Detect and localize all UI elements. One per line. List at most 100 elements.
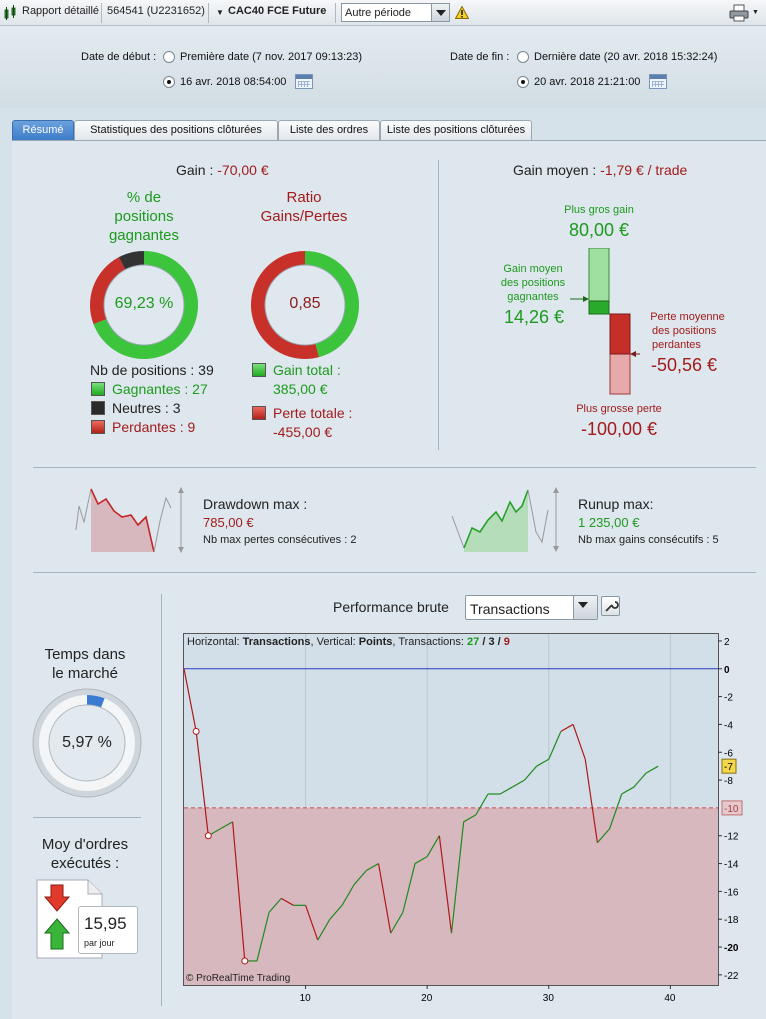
calendar-icon[interactable]	[295, 74, 313, 89]
section-divider	[438, 160, 439, 450]
chart-watermark: © ProRealTime Trading	[186, 973, 291, 984]
equity-segment	[499, 786, 513, 795]
average-loss-label: Perte moyenne des positions perdantes	[645, 310, 730, 352]
equity-markers	[192, 727, 249, 965]
y-tick-label: -4	[724, 720, 733, 731]
section-divider	[161, 594, 162, 1006]
average-loss-label-line: des positions	[652, 325, 717, 337]
section-divider	[33, 572, 756, 573]
gain-total-value: 385,00 €	[273, 381, 328, 397]
performance-title: Performance brute	[333, 599, 449, 615]
average-win-label-line: Gain moyen	[503, 263, 563, 275]
x-axis: 10 20 30 40	[300, 985, 676, 1004]
win-rate-title-line: % de	[126, 189, 162, 206]
drawdown-value: 785,00 €	[203, 515, 254, 530]
end-date-label: Date de fin :	[450, 51, 510, 63]
equity-segment	[366, 863, 379, 872]
y-tick-label: 2	[724, 637, 730, 648]
equity-segment	[195, 731, 209, 836]
end-custom-date[interactable]: 20 avr. 2018 21:21:00	[534, 76, 641, 88]
market-time-title-line: Temps dans	[44, 646, 126, 663]
chart-info-text: , Transactions:	[392, 636, 468, 648]
drawdown-consecutive: Nb max pertes consécutives : 2	[203, 534, 357, 546]
market-time-donut	[32, 688, 142, 798]
y-tick-label: -2	[724, 693, 733, 704]
report-title: Rapport détaillé	[22, 5, 100, 17]
average-win-label-line: des positions	[500, 277, 566, 289]
market-time-value: 5,97 %	[62, 734, 112, 751]
legend-loss-total-swatch	[252, 406, 266, 420]
equity-segment	[232, 821, 246, 962]
period-select-value: Autre période	[345, 7, 412, 19]
average-gain-label: Gain moyen :	[513, 162, 597, 178]
tab-closed-positions-stats[interactable]: Statistiques des positions clôturées	[74, 120, 278, 140]
chart-info-horizontal: Transactions	[242, 636, 311, 648]
end-last-radio[interactable]	[517, 51, 529, 63]
warning-icon[interactable]	[455, 6, 469, 19]
period-select[interactable]: Autre période	[341, 3, 450, 22]
equity-segment	[256, 912, 270, 962]
equity-segment	[548, 731, 562, 760]
equity-segment	[596, 828, 611, 844]
equity-segment	[268, 897, 282, 913]
calendar-icon[interactable]	[649, 74, 667, 89]
performance-mode-value: Transactions	[470, 601, 550, 617]
chart-info-text: /	[494, 636, 504, 648]
equity-segment	[377, 863, 392, 934]
y-tick-label: -6	[724, 748, 733, 759]
current-value-badge	[721, 758, 737, 774]
chart-info-vertical: Points	[358, 636, 393, 648]
performance-mode-select[interactable]: Transactions	[465, 595, 598, 620]
equity-segment	[329, 904, 343, 920]
orders-title: Moy d'ordres exécutés :	[30, 835, 140, 873]
orders-value-box: 15,95 par jour	[78, 906, 138, 954]
best-gain-label: Plus gros gain	[564, 204, 634, 216]
end-custom-radio[interactable]	[517, 76, 529, 88]
x-tick-label: 30	[543, 993, 555, 1004]
equity-segment	[414, 856, 428, 865]
average-win-label: Gain moyen des positions gagnantes	[498, 262, 568, 304]
legend-winning-swatch	[91, 382, 105, 396]
loss-total-value: -455,00 €	[273, 424, 333, 440]
orders-unit: par jour	[84, 938, 115, 948]
average-loss-label-line: Perte moyenne	[650, 311, 725, 323]
printer-icon[interactable]	[729, 4, 749, 22]
start-custom-date[interactable]: 16 avr. 2018 08:54:00	[180, 76, 287, 88]
best-gain-value: 80,00 €	[568, 220, 630, 240]
tab-summary[interactable]: Résumé	[12, 120, 74, 140]
chart-info-text: , Vertical:	[310, 636, 359, 648]
equity-segment	[511, 779, 525, 788]
orders-value: 15,95	[84, 914, 127, 933]
gain-value: -70,00 €	[217, 162, 269, 178]
chevron-down-icon[interactable]	[431, 4, 449, 21]
y-tick-label: -22	[724, 971, 739, 982]
drawdown-title: Drawdown max :	[203, 496, 308, 512]
wrench-icon[interactable]	[601, 596, 620, 616]
equity-curve	[183, 668, 659, 962]
ratio-value: 0,85	[289, 295, 321, 312]
y-tick-label: -16	[724, 887, 739, 898]
win-rate-donut	[90, 251, 198, 359]
start-custom-radio[interactable]	[163, 76, 175, 88]
tab-orders-list[interactable]: Liste des ordres	[278, 120, 380, 140]
chart-info-losses: 9	[503, 636, 510, 648]
equity-segment	[524, 765, 538, 781]
equity-segment	[536, 758, 550, 767]
start-first-radio[interactable]	[163, 51, 175, 63]
donut-segment-gains	[305, 251, 359, 358]
donut-segment-losses	[250, 251, 319, 359]
chevron-down-icon[interactable]	[573, 596, 597, 619]
legend-neutral-swatch	[91, 401, 105, 415]
x-tick-label: 40	[664, 993, 676, 1004]
legend-losing-swatch	[91, 420, 105, 434]
gain-header: Gain : -70,00 €	[176, 162, 269, 178]
x-tick-label: 20	[421, 993, 433, 1004]
tab-closed-positions-list[interactable]: Liste des positions clôturées	[380, 120, 532, 140]
chevron-down-icon[interactable]: ▼	[216, 8, 224, 17]
instrument-selector[interactable]: CAC40 FCE Future	[228, 5, 327, 17]
chevron-down-icon[interactable]: ▼	[752, 9, 759, 16]
drawdown-level-label: -10	[724, 804, 739, 815]
runup-value: 1 235,00 €	[578, 515, 640, 530]
top-toolbar: Rapport détaillé 564541 (U2231652) ▼ CAC…	[0, 0, 766, 26]
equity-segment	[560, 723, 574, 732]
